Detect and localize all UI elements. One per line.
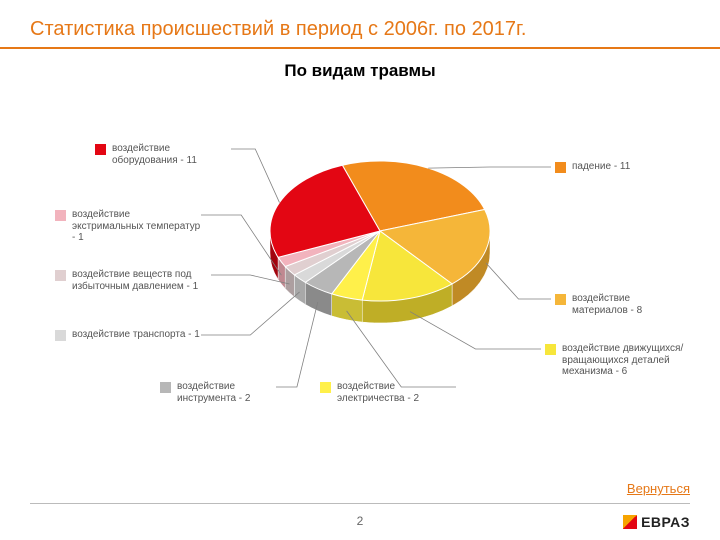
pie-svg	[250, 136, 510, 356]
pie-chart: падение - 11 воздействие материалов - 8 во…	[0, 81, 720, 441]
legend-swatch	[320, 382, 331, 393]
legend-item: воздействие веществ под избыточным давле…	[55, 269, 215, 292]
legend-item: воздействие оборудования - 11	[95, 143, 235, 166]
legend-item: воздействие инструмента - 2	[160, 381, 280, 404]
page-number: 2	[357, 514, 364, 528]
back-link[interactable]: Вернуться	[627, 481, 690, 496]
legend-item: воздействие электричества - 2	[320, 381, 460, 404]
legend-swatch	[160, 382, 171, 393]
legend-item: воздействие экстримальных температур - 1	[55, 209, 205, 244]
page-header: Статистика происшествий в период с 2006г…	[0, 0, 720, 49]
legend-swatch	[95, 144, 106, 155]
legend-item: воздействие движущихся/вращающихся детал…	[545, 343, 705, 378]
legend-label: воздействие экстримальных температур - 1	[72, 209, 202, 244]
legend-label: воздействие электричества - 2	[337, 381, 457, 404]
page-title: Статистика происшествий в период с 2006г…	[30, 18, 690, 41]
legend-swatch	[555, 162, 566, 173]
brand-logo: ЕВРАЗ	[623, 514, 690, 530]
legend-item: воздействие транспорта - 1	[55, 329, 205, 341]
brand-logo-text: ЕВРАЗ	[641, 514, 690, 530]
legend-item: воздействие материалов - 8	[555, 293, 675, 316]
legend-label: воздействие оборудования - 11	[112, 143, 232, 166]
chart-subtitle: По видам травмы	[0, 61, 720, 81]
legend-swatch	[55, 210, 66, 221]
legend-swatch	[55, 270, 66, 281]
legend-item: падение - 11	[555, 161, 675, 173]
legend-label: воздействие движущихся/вращающихся детал…	[562, 343, 702, 378]
legend-label: воздействие инструмента - 2	[177, 381, 277, 404]
legend-label: воздействие веществ под избыточным давле…	[72, 269, 212, 292]
footer-rule	[30, 503, 690, 504]
legend-label: падение - 11	[572, 161, 630, 173]
legend-label: воздействие транспорта - 1	[72, 329, 200, 341]
legend-swatch	[545, 344, 556, 355]
legend-swatch	[55, 330, 66, 341]
brand-logo-mark	[623, 515, 637, 529]
legend-swatch	[555, 294, 566, 305]
legend-label: воздействие материалов - 8	[572, 293, 672, 316]
